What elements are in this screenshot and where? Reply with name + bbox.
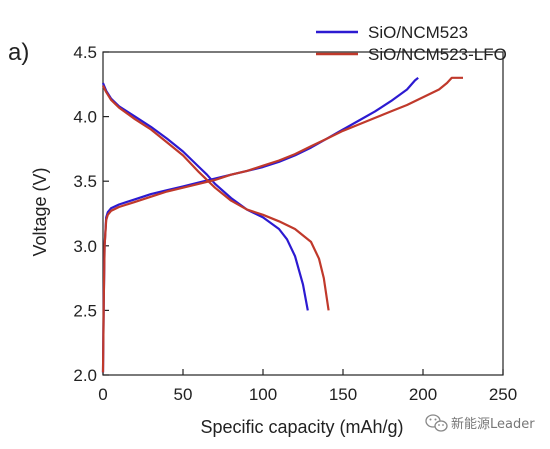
- y-tick-label: 2.0: [73, 366, 97, 385]
- x-tick-label: 150: [329, 385, 357, 404]
- series-2-charge-line: [101, 76, 463, 373]
- x-tick-label: 0: [98, 385, 107, 404]
- y-tick-label: 3.0: [73, 237, 97, 256]
- y-tick-label: 3.5: [73, 172, 97, 191]
- x-axis-title: Specific capacity (mAh/g): [200, 417, 403, 437]
- series-layer: [101, 76, 463, 373]
- plot-axes: 0 50 100 150 200 250 2.0 2.5 3.0 3.5 4.0 4.5: [73, 43, 517, 404]
- y-axis-title: Voltage (V): [30, 167, 50, 256]
- legend: SiO/NCM523 SiO/NCM523-LFO: [316, 23, 507, 64]
- y-tick-label: 4.5: [73, 43, 97, 62]
- y-tick-label: 2.5: [73, 301, 97, 320]
- watermark: 新能源Leader: [425, 414, 535, 432]
- legend-label-1: SiO/NCM523: [368, 23, 468, 42]
- x-tick-label: 200: [409, 385, 437, 404]
- y-tick-label: 4.0: [73, 108, 97, 127]
- watermark-text: 新能源Leader: [451, 416, 535, 432]
- legend-label-2: SiO/NCM523-LFO: [368, 45, 507, 64]
- x-tick-label: 50: [174, 385, 193, 404]
- x-tick-label: 250: [489, 385, 517, 404]
- wechat-icon: [425, 414, 448, 432]
- series-2-discharge-line: [102, 85, 330, 311]
- panel-label: a): [8, 39, 29, 66]
- plot-frame: [102, 51, 504, 376]
- series-1-charge-line: [101, 76, 419, 373]
- x-tick-label: 100: [249, 385, 277, 404]
